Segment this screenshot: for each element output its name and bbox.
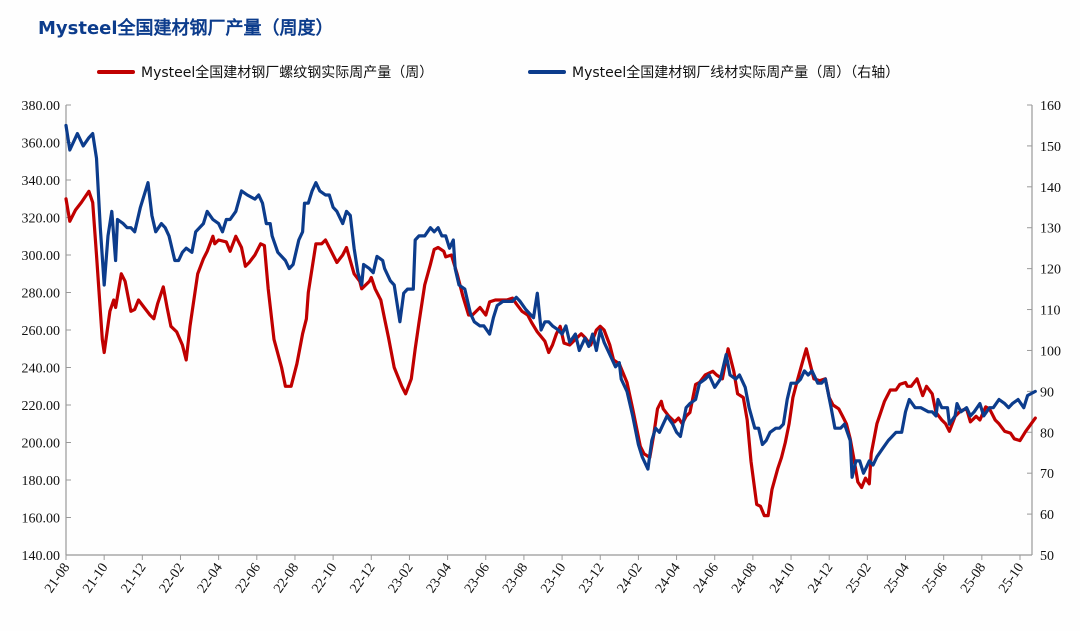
right-axis-label: 110 [1040,304,1060,319]
right-axis-label: 50 [1040,549,1054,564]
x-axis-label: 24-06 [691,561,722,596]
x-axis-label: 25-02 [844,561,875,596]
legend-item-wire-rod: Mysteel全国建材钢厂线材实际周产量（周）（右轴） [528,62,899,82]
left-axis-label: 300.00 [22,249,61,264]
x-axis-label: 22-06 [233,561,264,596]
x-axis-label: 24-12 [805,561,836,596]
x-axis-label: 24-02 [615,561,646,596]
left-axis-label: 360.00 [22,137,61,152]
x-axis-label: 25-06 [920,561,951,596]
right-axis-label: 60 [1040,508,1054,523]
left-axis-label: 320.00 [22,212,61,227]
left-axis-label: 380.00 [22,99,61,114]
x-axis-label: 23-10 [538,561,569,596]
right-axis-label: 90 [1040,385,1054,400]
series-line-wire-rod [64,123,1037,479]
legend-swatch-blue [528,70,566,74]
right-axis-label: 140 [1040,181,1061,196]
x-axis-label: 24-10 [767,561,798,596]
legend-item-rebar: Mysteel全国建材钢厂螺纹钢实际周产量（周） [97,62,433,82]
right-axis-label: 120 [1040,263,1061,278]
right-axis-label: 150 [1040,140,1061,155]
legend-swatch-red [97,70,135,74]
legend-label-wire-rod: Mysteel全国建材钢厂线材实际周产量（周）（右轴） [572,65,900,81]
x-axis-label: 24-08 [729,561,760,596]
x-axis-label: 23-12 [576,561,607,596]
x-axis-label: 22-08 [271,561,302,596]
x-axis-label: 23-08 [500,561,531,596]
x-axis-label: 23-04 [424,561,455,596]
left-axis-label: 160.00 [22,512,61,527]
x-axis-label: 22-04 [195,561,226,596]
x-axis-label: 24-04 [653,561,684,596]
series-line-rebar [64,189,1037,518]
x-axis-label: 21-12 [119,561,150,596]
x-axis-label: 21-08 [42,561,73,596]
x-axis-label: 23-02 [386,561,417,596]
right-axis-label: 130 [1040,222,1061,237]
x-axis-label: 25-04 [882,561,913,596]
x-axis-label: 22-12 [348,561,379,596]
x-axis-label: 21-10 [80,561,111,596]
left-axis-label: 140.00 [22,549,61,564]
left-axis-label: 280.00 [22,287,61,302]
left-axis-label: 260.00 [22,324,61,339]
left-axis-label: 340.00 [22,174,61,189]
right-axis-label: 100 [1040,344,1061,359]
left-axis-label: 220.00 [22,399,61,414]
chart-title: Mysteel全国建材钢厂产量（周度） [38,18,334,39]
right-axis-label: 80 [1040,426,1054,441]
legend-label-rebar: Mysteel全国建材钢厂螺纹钢实际周产量（周） [141,65,434,81]
right-axis-label: 70 [1040,467,1054,482]
left-axis-label: 180.00 [22,474,61,489]
x-axis-label: 25-08 [958,561,989,596]
x-axis-label: 25-10 [996,561,1027,596]
x-axis-label: 22-10 [309,561,340,596]
right-axis-label: 160 [1040,99,1061,114]
x-axis-label: 22-02 [157,561,188,596]
x-axis-label: 23-06 [462,561,493,596]
left-axis-label: 200.00 [22,437,61,452]
left-axis-label: 240.00 [22,362,61,377]
